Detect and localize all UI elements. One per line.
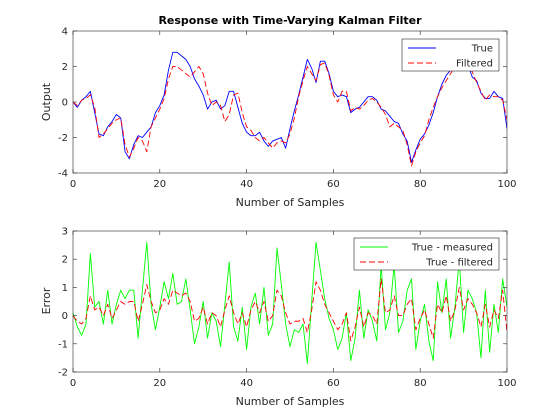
legend-label: True bbox=[471, 44, 493, 55]
y-tick-label: 1 bbox=[62, 283, 68, 294]
legend-box bbox=[353, 237, 500, 271]
x-tick-label: 0 bbox=[70, 378, 76, 389]
y-tick-label: 2 bbox=[62, 62, 68, 73]
y-axis-label: Output bbox=[40, 82, 53, 121]
legend-box bbox=[401, 38, 500, 72]
series-line bbox=[73, 57, 507, 167]
y-tick-label: -2 bbox=[58, 133, 68, 144]
series-line bbox=[73, 50, 507, 163]
axes-box bbox=[72, 230, 508, 373]
y-tick-label: 2 bbox=[62, 255, 68, 266]
x-tick-label: 80 bbox=[414, 179, 427, 190]
x-tick-label: 20 bbox=[153, 179, 166, 190]
y-tick-label: 4 bbox=[62, 27, 68, 38]
legend-label: Filtered bbox=[456, 59, 493, 70]
x-tick-label: 20 bbox=[153, 378, 166, 389]
series-line bbox=[73, 241, 507, 364]
output-axes: Response with Time-Varying Kalman Filter… bbox=[40, 14, 517, 209]
series-line bbox=[73, 278, 507, 342]
y-tick-label: -4 bbox=[58, 169, 68, 180]
x-tick-label: 40 bbox=[240, 179, 253, 190]
error-axes: Number of Samples Error 0 20 40 60 80 100-2-1… bbox=[40, 227, 517, 409]
x-tick-label: 100 bbox=[497, 378, 516, 389]
x-tick-label: 80 bbox=[414, 378, 427, 389]
y-tick-label: -2 bbox=[58, 368, 68, 379]
y-tick-label: 0 bbox=[62, 98, 68, 109]
legend-label: True - measured bbox=[411, 243, 493, 254]
x-tick-label: 0 bbox=[70, 179, 76, 190]
y-tick-label: 0 bbox=[62, 311, 68, 322]
x-tick-label: 60 bbox=[327, 378, 340, 389]
y-axis-label: Error bbox=[40, 287, 53, 314]
y-tick-label: 3 bbox=[62, 227, 68, 238]
x-tick-label: 60 bbox=[327, 179, 340, 190]
legend-label: True - filtered bbox=[425, 258, 493, 269]
x-axis-label: Number of Samples bbox=[236, 395, 345, 408]
x-tick-label: 40 bbox=[240, 378, 253, 389]
x-axis-label: Number of Samples bbox=[236, 196, 345, 209]
y-tick-label: -1 bbox=[58, 339, 68, 350]
chart-title: Response with Time-Varying Kalman Filter bbox=[158, 14, 422, 27]
x-tick-label: 100 bbox=[497, 179, 516, 190]
